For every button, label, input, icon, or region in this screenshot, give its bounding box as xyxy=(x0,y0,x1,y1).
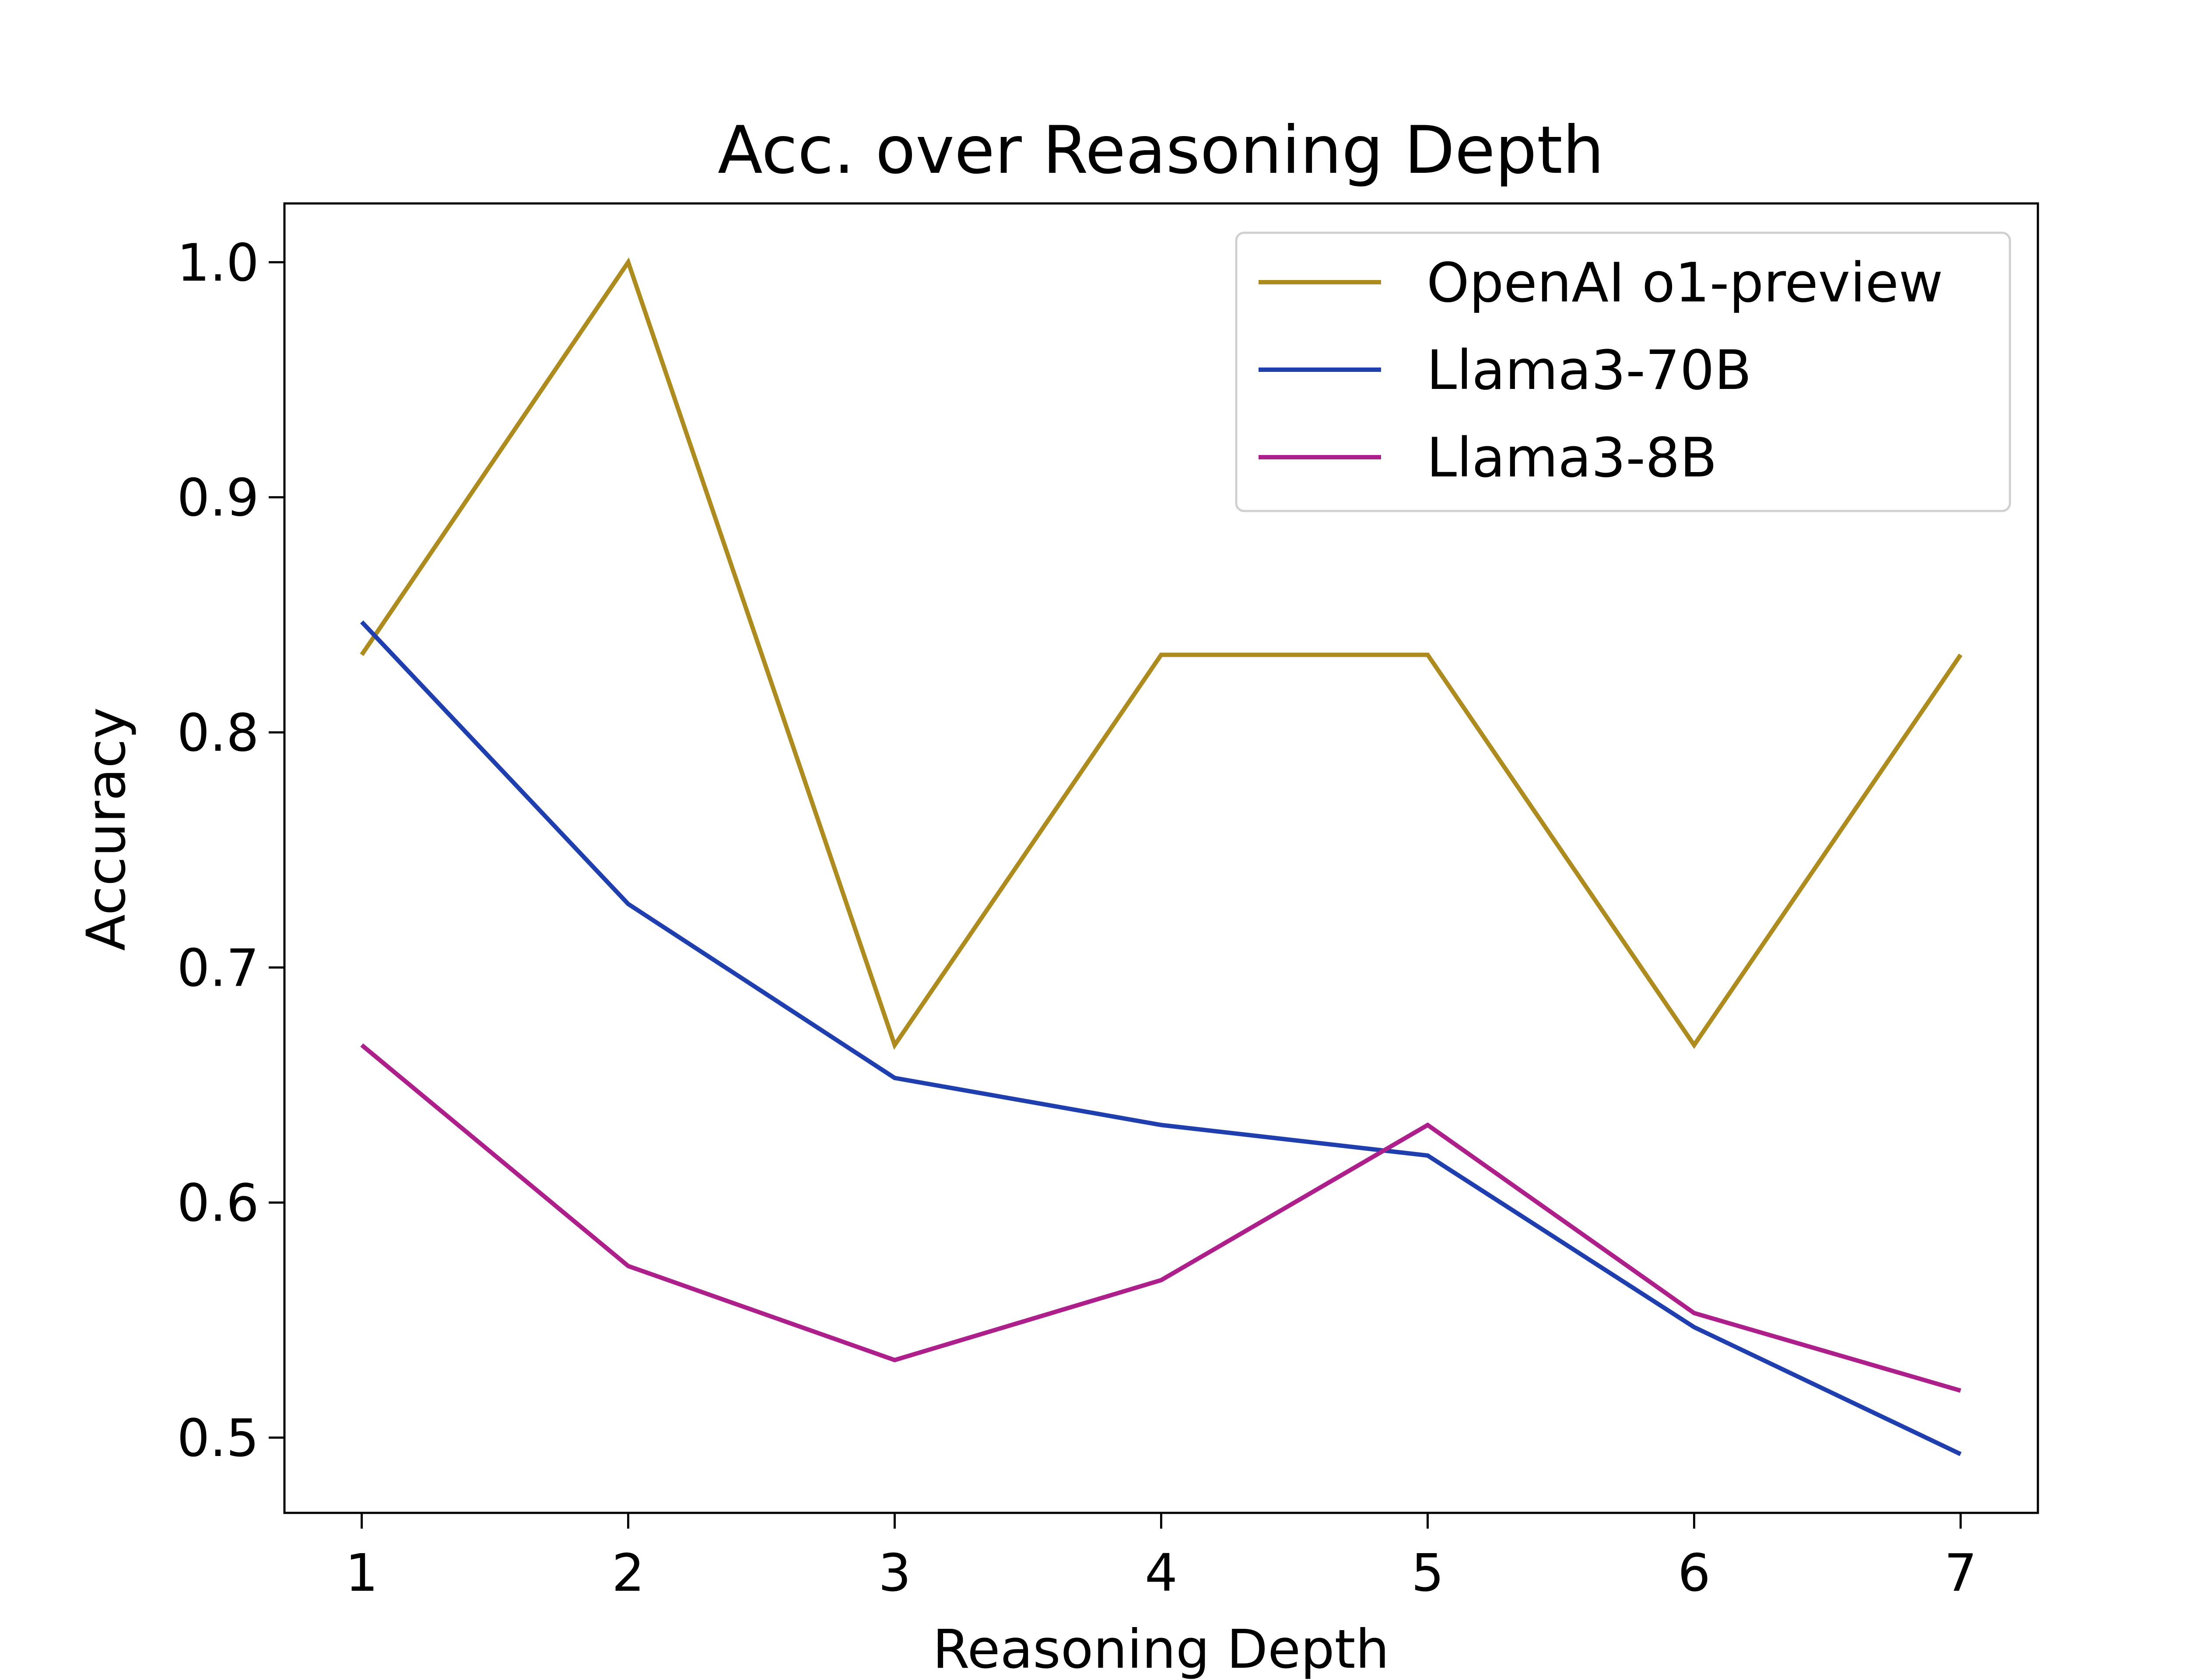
x-tick-label: 3 xyxy=(878,1543,911,1603)
legend-frame xyxy=(1235,231,2011,512)
legend-label: Llama3-8B xyxy=(1427,427,1717,490)
x-tick-label: 5 xyxy=(1411,1543,1444,1603)
x-tick-label: 4 xyxy=(1145,1543,1178,1603)
y-axis-label: Accuracy xyxy=(75,707,137,951)
series-line-1 xyxy=(360,257,1963,1050)
y-tick-label: 1.0 xyxy=(177,232,259,293)
y-tick-label: 0.7 xyxy=(177,938,259,998)
y-tick-label: 0.5 xyxy=(177,1408,259,1468)
series-line-2 xyxy=(360,620,1962,1456)
y-tick-label: 0.9 xyxy=(177,468,259,528)
y-tick-label: 0.8 xyxy=(177,703,259,763)
x-tick-label: 6 xyxy=(1678,1543,1711,1603)
y-tick-label: 0.6 xyxy=(177,1173,259,1233)
series-line-3 xyxy=(360,1043,1961,1393)
legend-label: Llama3-70B xyxy=(1427,339,1752,402)
chart-title: Acc. over Reasoning Depth xyxy=(718,112,1604,189)
legend: OpenAI o1-preview Llama3-70B Llama3-8B xyxy=(1235,231,2011,512)
x-axis-label: Reasoning Depth xyxy=(933,1618,1389,1680)
y-axis: 0.5 0.6 0.7 0.8 0.9 1.0 xyxy=(177,232,284,1468)
x-tick-label: 7 xyxy=(1944,1543,1977,1603)
x-tick-label: 2 xyxy=(612,1543,645,1603)
x-tick-label: 1 xyxy=(345,1543,378,1603)
x-axis: 1 2 3 4 5 6 7 xyxy=(345,1513,1977,1603)
legend-label: OpenAI o1-preview xyxy=(1427,252,1943,315)
